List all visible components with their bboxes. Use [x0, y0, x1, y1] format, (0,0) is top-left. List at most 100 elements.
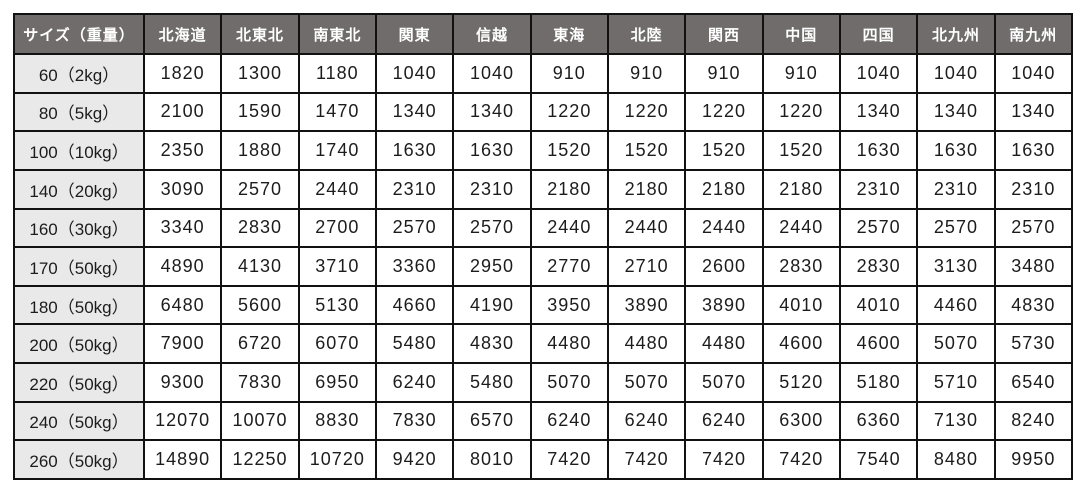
- table-row: 140（20kg） 3090 2570 2440 2310 2310 2180 2180 218…: [13, 168, 1074, 210]
- rate-cell: 7540: [838, 439, 919, 480]
- rate-cell: 8480: [916, 439, 996, 480]
- rate-cell: 7420: [684, 439, 764, 480]
- rate-cell: 2100: [142, 91, 223, 133]
- header-cell-region: 北東北: [220, 13, 300, 55]
- rate-cell: 2570: [374, 207, 455, 249]
- table-row: 160（30kg） 3340 2830 2700 2570 2570 2440 2440 244…: [13, 207, 1074, 249]
- rate-cell: 5070: [606, 362, 687, 403]
- rate-cell: 7420: [529, 439, 609, 480]
- rate-cell: 6570: [452, 400, 532, 442]
- table-row: 240（50kg） 12070 10070 8830 7830 6570 6240 6240 6…: [13, 400, 1074, 442]
- rate-cell: 4890: [142, 246, 223, 287]
- rate-cell: 12070: [142, 400, 223, 442]
- rate-cell: 14890: [142, 439, 223, 480]
- rate-cell: 4600: [838, 323, 919, 364]
- rate-cell: 2440: [761, 207, 841, 249]
- rate-cell: 3950: [529, 284, 609, 326]
- header-cell-size-weight: サイズ（重量）: [13, 13, 145, 55]
- rate-cell: 2310: [838, 168, 919, 210]
- rate-cell: 5070: [529, 362, 609, 403]
- rate-cell: 6240: [606, 400, 687, 442]
- rate-cell: 10720: [297, 439, 377, 480]
- rate-cell: 2570: [838, 207, 919, 249]
- rate-cell: 1820: [142, 53, 223, 94]
- rate-cell: 1520: [529, 130, 609, 171]
- table-row: 60（2kg） 1820 1300 1180 1040 1040 910 910 910 910 1…: [13, 53, 1074, 94]
- header-cell-region: 北九州: [916, 13, 996, 55]
- rate-cell: 5070: [916, 323, 996, 364]
- rate-cell: 1220: [606, 91, 687, 133]
- rate-cell: 6720: [220, 323, 300, 364]
- header-cell-region: 南九州: [993, 13, 1074, 55]
- header-cell-region: 中国: [761, 13, 841, 55]
- rate-cell: 2310: [993, 168, 1074, 210]
- rate-cell: 5480: [452, 362, 532, 403]
- header-cell-region: 四国: [838, 13, 919, 55]
- rate-cell: 1630: [916, 130, 996, 171]
- rate-cell: 10070: [220, 400, 300, 442]
- rate-cell: 4480: [606, 323, 687, 364]
- rate-cell: 9420: [374, 439, 455, 480]
- rate-cell: 1040: [452, 53, 532, 94]
- rate-cell: 6300: [761, 400, 841, 442]
- row-label-size: 200（50kg）: [13, 323, 145, 364]
- table-row: 220（50kg） 9300 7830 6950 6240 5480 5070 5070 507…: [13, 362, 1074, 403]
- row-label-size: 60（2kg）: [13, 53, 145, 94]
- rate-cell: 4130: [220, 246, 300, 287]
- rate-cell: 7830: [220, 362, 300, 403]
- rate-cell: 9950: [993, 439, 1074, 480]
- header-cell-region: 北海道: [142, 13, 223, 55]
- rate-cell: 3360: [374, 246, 455, 287]
- rate-cell: 2830: [761, 246, 841, 287]
- rate-cell: 2770: [529, 246, 609, 287]
- table-row: 260（50kg） 14890 12250 10720 9420 8010 7420 7420…: [13, 439, 1074, 480]
- rate-cell: 4660: [374, 284, 455, 326]
- rate-cell: 6540: [993, 362, 1074, 403]
- rate-cell: 2830: [838, 246, 919, 287]
- rate-cell: 4830: [993, 284, 1074, 326]
- header-row: サイズ（重量） 北海道 北東北 南東北 関東 信越 東海 北陸 関西 中国 四国 北九州 南九州: [13, 13, 1074, 55]
- rate-cell: 1880: [220, 130, 300, 171]
- rate-cell: 2700: [297, 207, 377, 249]
- rate-cell: 2440: [606, 207, 687, 249]
- rate-cell: 1300: [220, 53, 300, 94]
- rate-cell: 3710: [297, 246, 377, 287]
- rate-cell: 5070: [684, 362, 764, 403]
- rate-cell: 6240: [374, 362, 455, 403]
- rate-cell: 4480: [684, 323, 764, 364]
- rate-cell: 8830: [297, 400, 377, 442]
- rate-cell: 3890: [684, 284, 764, 326]
- row-label-size: 100（10kg）: [13, 130, 145, 171]
- rate-cell: 6240: [529, 400, 609, 442]
- rate-cell: 5120: [761, 362, 841, 403]
- rate-cell: 2570: [220, 168, 300, 210]
- rate-cell: 1520: [684, 130, 764, 171]
- rate-cell: 2350: [142, 130, 223, 171]
- rate-cell: 4460: [916, 284, 996, 326]
- rate-cell: 12250: [220, 439, 300, 480]
- rate-cell: 3480: [993, 246, 1074, 287]
- row-label-size: 240（50kg）: [13, 400, 145, 442]
- rate-cell: 1340: [374, 91, 455, 133]
- rate-cell: 4600: [761, 323, 841, 364]
- rate-cell: 7830: [374, 400, 455, 442]
- rate-cell: 1040: [993, 53, 1074, 94]
- rate-cell: 2310: [452, 168, 532, 210]
- rate-cell: 910: [761, 53, 841, 94]
- rate-cell: 6360: [838, 400, 919, 442]
- rate-cell: 6070: [297, 323, 377, 364]
- rate-cell: 1630: [838, 130, 919, 171]
- rate-cell: 2570: [993, 207, 1074, 249]
- rate-cell: 1040: [374, 53, 455, 94]
- rate-cell: 2180: [684, 168, 764, 210]
- header-cell-region: 南東北: [297, 13, 377, 55]
- rate-cell: 2440: [529, 207, 609, 249]
- rate-cell: 2440: [297, 168, 377, 210]
- row-label-size: 180（50kg）: [13, 284, 145, 326]
- rate-cell: 8010: [452, 439, 532, 480]
- rate-cell: 1220: [684, 91, 764, 133]
- rate-cell: 1630: [452, 130, 532, 171]
- rate-cell: 7420: [606, 439, 687, 480]
- row-label-size: 260（50kg）: [13, 439, 145, 480]
- rate-cell: 6950: [297, 362, 377, 403]
